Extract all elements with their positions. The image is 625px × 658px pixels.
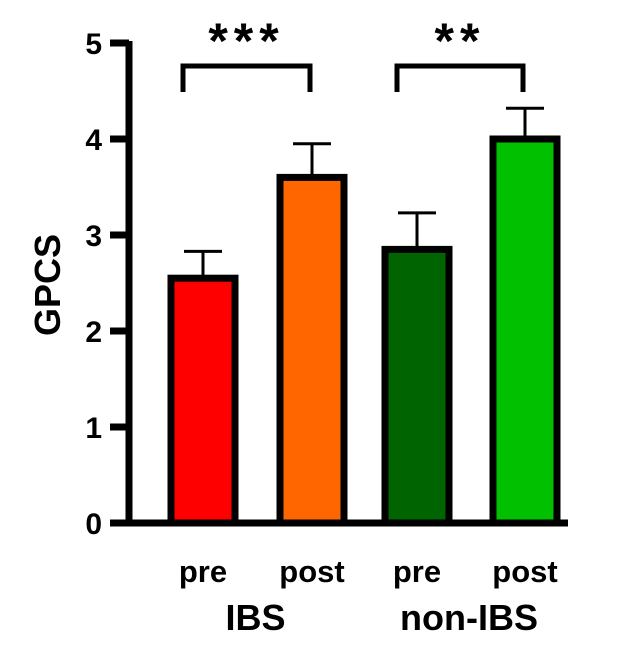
y-tick-label: 2: [85, 316, 102, 349]
bar: [381, 245, 453, 527]
bar: [276, 173, 348, 527]
significance-bracket: [180, 63, 313, 92]
category-label: pre: [179, 554, 227, 589]
significance-bracket: [394, 63, 526, 92]
category-label: post: [279, 554, 344, 589]
significance-label: ***: [208, 13, 284, 69]
group-label: non-IBS: [400, 597, 538, 638]
y-tick-label: 3: [85, 220, 102, 253]
y-tick-label: 0: [85, 508, 102, 541]
y-tick-label: 1: [85, 412, 102, 445]
category-label: post: [492, 554, 557, 589]
group-label: IBS: [225, 597, 285, 638]
bar: [489, 135, 561, 527]
significance-label: **: [435, 13, 486, 69]
y-axis-title: GPCS: [27, 234, 68, 336]
bar: [167, 274, 239, 527]
y-tick-label: 4: [85, 124, 102, 157]
y-tick-label: 5: [85, 28, 102, 61]
category-label: pre: [393, 554, 441, 589]
